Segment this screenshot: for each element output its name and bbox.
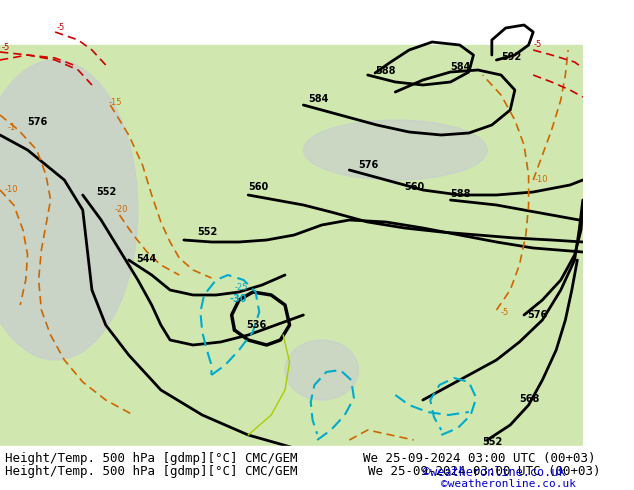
Text: We 25-09-2024 03:00 UTC (00+03): We 25-09-2024 03:00 UTC (00+03) — [368, 465, 600, 478]
Text: 560: 560 — [249, 182, 268, 192]
Text: 588: 588 — [451, 189, 471, 199]
Text: -5: -5 — [57, 23, 65, 32]
Text: 576: 576 — [527, 310, 548, 320]
Text: We 25-09-2024 03:00 UTC (00+03): We 25-09-2024 03:00 UTC (00+03) — [363, 452, 595, 465]
Text: -5: -5 — [2, 43, 10, 52]
Text: -30: -30 — [230, 294, 247, 304]
Ellipse shape — [0, 60, 138, 360]
Text: 568: 568 — [519, 394, 540, 404]
Text: -5: -5 — [533, 40, 541, 49]
Text: 584: 584 — [308, 94, 328, 104]
Text: Height/Temp. 500 hPa [gdmp][°C] CMC/GEM: Height/Temp. 500 hPa [gdmp][°C] CMC/GEM — [4, 465, 297, 478]
Text: -15: -15 — [108, 98, 122, 107]
Ellipse shape — [285, 340, 359, 400]
Text: -1: -1 — [8, 123, 16, 132]
Text: -5: -5 — [501, 308, 509, 317]
Text: -25: -25 — [235, 283, 248, 292]
Text: 536: 536 — [247, 320, 267, 330]
Ellipse shape — [304, 120, 488, 180]
Text: ©weatheronline.co.uk: ©weatheronline.co.uk — [441, 479, 576, 489]
Text: 576: 576 — [359, 160, 378, 170]
Text: -10: -10 — [4, 185, 18, 194]
Bar — [0, 446, 583, 490]
Text: 552: 552 — [198, 227, 218, 237]
Text: 592: 592 — [501, 52, 521, 62]
Text: ©weatheronline.co.uk: ©weatheronline.co.uk — [423, 466, 566, 479]
Text: 588: 588 — [375, 66, 396, 76]
Text: 560: 560 — [404, 182, 425, 192]
Text: -10: -10 — [535, 175, 548, 184]
Text: 584: 584 — [451, 62, 471, 72]
Bar — [0, 45, 583, 445]
Text: 544: 544 — [136, 254, 157, 264]
Text: 552: 552 — [96, 187, 117, 197]
Text: -20: -20 — [115, 205, 129, 214]
Text: Height/Temp. 500 hPa [gdmp][°C] CMC/GEM: Height/Temp. 500 hPa [gdmp][°C] CMC/GEM — [4, 452, 297, 465]
Text: 576: 576 — [28, 117, 48, 127]
Text: 552: 552 — [482, 437, 503, 447]
